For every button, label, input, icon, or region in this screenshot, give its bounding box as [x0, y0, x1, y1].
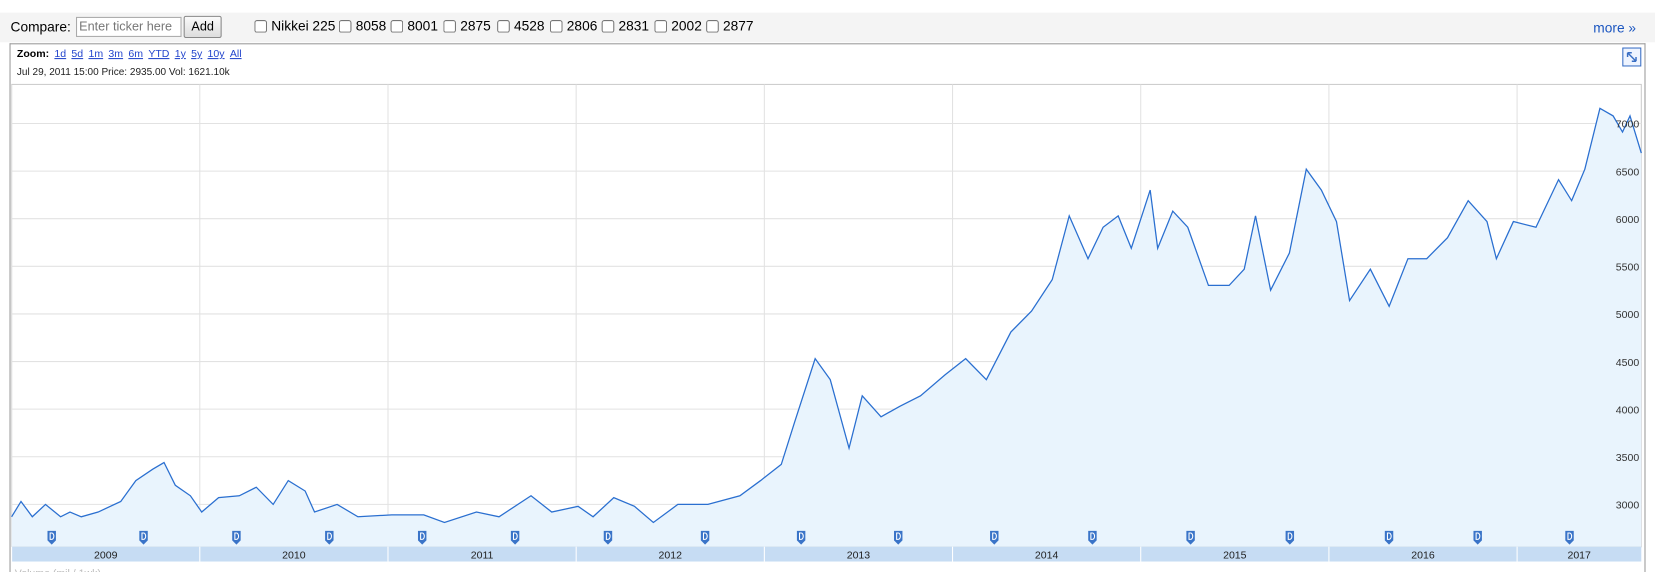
- fullscreen-button[interactable]: [1622, 47, 1642, 67]
- ticker-checkbox[interactable]: [390, 19, 404, 33]
- ticker-label: 4528: [514, 17, 545, 34]
- x-tick-label: 2016: [1411, 549, 1435, 561]
- ticker-label: 2831: [618, 17, 650, 34]
- y-tick-label: 3500: [1616, 452, 1640, 464]
- info-line: Jul 29, 2011 15:00 Price: 2935.00 Vol: 1…: [16, 66, 230, 79]
- y-tick-label: 6000: [1616, 214, 1640, 226]
- y-tick-label: 5500: [1616, 262, 1640, 274]
- dividend-glyph: [1188, 532, 1194, 540]
- dividend-glyph: [1090, 532, 1096, 540]
- zoom-label: Zoom:: [16, 48, 50, 61]
- ticker-option: Nikkei 225: [254, 18, 335, 34]
- y-tick-label: 4000: [1616, 404, 1640, 416]
- ticker-option: 2875: [443, 17, 491, 34]
- ticker-checkbox[interactable]: [601, 19, 615, 33]
- ticker-label: 8058: [355, 17, 387, 34]
- zoom-option[interactable]: 6m: [128, 48, 144, 61]
- chart-panel: Zoom: 1d 5d 1m 3m 6m YTD 1y 5y 10y All Jul 29, 201…: [9, 43, 1646, 572]
- dividend-glyph: [992, 532, 997, 540]
- ticker-option: 2831: [601, 17, 650, 34]
- dividend-glyph: [327, 532, 332, 540]
- zoom-option[interactable]: 5y: [191, 48, 203, 61]
- x-tick-label: 2011: [471, 549, 494, 561]
- dividend-glyph: [1475, 532, 1481, 540]
- ticker-option: 8001: [390, 17, 438, 34]
- add-button[interactable]: Add: [183, 15, 222, 38]
- ticker-option: 4528: [497, 17, 545, 34]
- dividend-glyph: [141, 532, 147, 540]
- x-axis-band: [11, 546, 1642, 562]
- ticker-input[interactable]: Enter ticker here: [75, 16, 182, 37]
- zoom-option[interactable]: YTD: [148, 48, 170, 61]
- ticker-checkbox[interactable]: [443, 19, 456, 33]
- zoom-option[interactable]: 1m: [88, 48, 104, 61]
- x-tick-label: 2013: [847, 549, 871, 561]
- dividend-glyph: [1287, 532, 1293, 540]
- ticker-label: Nikkei 225: [271, 17, 336, 34]
- dividend-glyph: [1567, 532, 1573, 540]
- x-tick-label: 2009: [94, 549, 118, 561]
- ticker-checkbox[interactable]: [254, 19, 268, 33]
- y-tick-label: 4500: [1616, 357, 1640, 369]
- y-tick-label: 7000: [1616, 119, 1640, 131]
- dividend-glyph: [896, 532, 901, 540]
- ticker-label: 2875: [460, 17, 491, 34]
- dividend-glyph: [512, 532, 518, 540]
- ticker-checkbox[interactable]: [706, 19, 719, 33]
- fullscreen-icon: [1626, 52, 1637, 62]
- y-tick-label: 5000: [1616, 309, 1640, 321]
- ticker-checkbox[interactable]: [497, 19, 510, 33]
- ticker-checkbox[interactable]: [549, 19, 563, 33]
- dividend-glyph: [1386, 532, 1392, 540]
- ticker-option: 2877: [706, 17, 754, 34]
- x-tick-label: 2014: [1035, 549, 1059, 561]
- x-tick-label: 2017: [1567, 549, 1591, 561]
- compare-label: Compare:: [10, 18, 71, 35]
- zoom-option[interactable]: 3m: [108, 48, 124, 61]
- price-line: [11, 107, 1642, 524]
- ticker-label: 2877: [723, 17, 754, 34]
- toolbar: Compare: Enter ticker here Add Nikkei 22…: [0, 12, 1655, 43]
- zoom-option[interactable]: 1d: [54, 48, 67, 61]
- dividend-glyph: [702, 532, 708, 540]
- zoom-option[interactable]: 10y: [207, 48, 225, 61]
- ticker-label: 2806: [566, 17, 598, 34]
- zoom-option[interactable]: 1y: [174, 48, 186, 61]
- zoom-option[interactable]: 5d: [71, 48, 84, 61]
- x-tick-label: 2010: [282, 549, 306, 561]
- price-area: [11, 108, 1642, 547]
- dividend-glyph: [605, 532, 611, 540]
- dividend-glyph: [234, 532, 240, 540]
- ticker-checkbox[interactable]: [338, 19, 352, 33]
- zoom-row: Zoom: 1d 5d 1m 3m 6m YTD 1y 5y 10y All: [17, 49, 247, 61]
- y-tick-label: 6500: [1616, 166, 1640, 178]
- zoom-option[interactable]: All: [229, 48, 242, 61]
- ticker-label: 8001: [407, 17, 438, 34]
- x-tick-label: 2015: [1223, 549, 1247, 561]
- ticker-label: 2002: [671, 17, 702, 34]
- x-tick-label: 2012: [659, 549, 683, 561]
- volume-label: Volume (mil / 1wk): [15, 567, 101, 572]
- ticker-checkbox[interactable]: [654, 19, 668, 33]
- ticker-option: 2806: [549, 17, 598, 34]
- ticker-option: 2002: [654, 17, 702, 34]
- y-tick-label: 3000: [1616, 500, 1640, 512]
- dividend-glyph: [799, 532, 804, 540]
- dividend-glyph: [420, 532, 425, 540]
- dividend-glyph: [49, 532, 55, 540]
- more-link[interactable]: more »: [1593, 20, 1637, 36]
- ticker-option: 8058: [338, 17, 387, 34]
